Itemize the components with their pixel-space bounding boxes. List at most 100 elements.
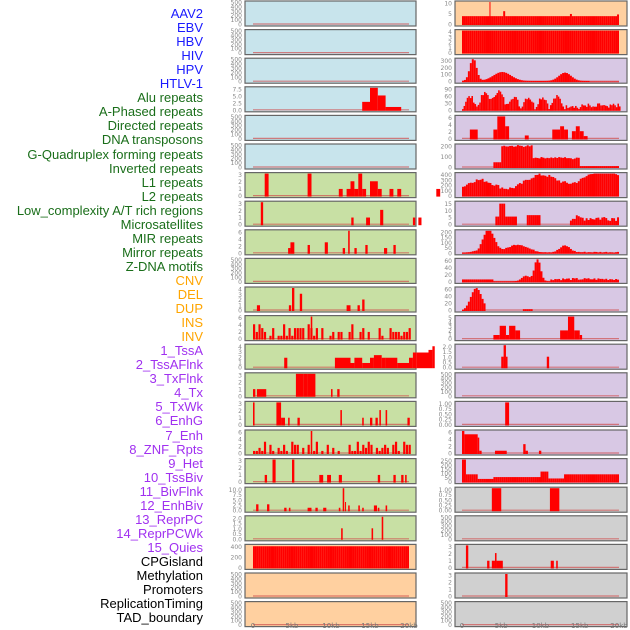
bar: [571, 182, 574, 197]
bar: [609, 16, 612, 25]
bar: [370, 444, 373, 454]
y-tick-label: 400: [441, 172, 453, 179]
bar: [292, 288, 295, 311]
bar: [362, 362, 370, 369]
bar: [475, 474, 478, 483]
bar: [464, 434, 478, 454]
bar: [491, 97, 494, 111]
y-tick-label: 200: [231, 70, 243, 77]
bar: [285, 335, 288, 340]
bar: [256, 504, 259, 512]
bar: [502, 97, 505, 111]
y-tick-label: 100: [441, 389, 453, 396]
y-tick-label: 0: [238, 336, 242, 343]
bar: [436, 188, 441, 197]
bar: [511, 281, 514, 283]
y-tick-label: 500: [231, 572, 243, 579]
y-tick-label: 0: [448, 22, 452, 29]
bar: [538, 251, 541, 254]
bar: [475, 250, 478, 254]
bar: [491, 233, 494, 254]
bar: [477, 478, 480, 483]
y-tick-label: 10.0: [229, 487, 243, 494]
bar: [418, 217, 422, 226]
bar: [530, 249, 533, 254]
bar: [601, 166, 604, 168]
y-tick-label: 4: [448, 319, 452, 326]
y-tick-label: 3: [448, 34, 452, 41]
y-tick-label: 1.5: [442, 349, 452, 356]
bar: [571, 218, 574, 226]
bar: [509, 101, 511, 111]
bar: [280, 450, 283, 454]
bar: [532, 16, 535, 25]
bar: [326, 444, 329, 454]
bar: [585, 16, 588, 25]
bar: [544, 471, 547, 483]
bar: [552, 79, 555, 83]
bar: [256, 389, 267, 397]
bar: [480, 95, 483, 111]
bar: [348, 505, 350, 512]
bar: [520, 80, 523, 83]
bar: [475, 179, 478, 197]
bar: [467, 16, 470, 25]
y-tick-label: 0: [238, 622, 242, 629]
y-tick-label: 2: [238, 243, 242, 250]
bar: [529, 99, 532, 111]
bar: [256, 305, 261, 311]
y-tick-label: 3: [448, 544, 452, 551]
bar: [557, 96, 560, 111]
bar: [593, 219, 596, 226]
bar: [505, 247, 508, 254]
bar: [485, 478, 488, 483]
bar: [562, 16, 565, 25]
bar: [587, 252, 590, 254]
bar: [607, 166, 610, 168]
bar: [562, 157, 565, 168]
bar: [585, 252, 588, 254]
bar: [473, 288, 476, 311]
y-tick-label: 0.0: [442, 365, 452, 372]
bar: [491, 30, 494, 54]
bar: [538, 173, 541, 197]
bar: [495, 242, 498, 254]
x-tick-label: 15kb: [361, 622, 379, 630]
bar: [512, 98, 514, 111]
bar: [601, 105, 604, 111]
y-tick-label: 500: [231, 600, 243, 607]
bar: [564, 30, 567, 54]
bar: [605, 218, 608, 226]
panel-left: [244, 200, 417, 227]
x-tick-label: 0: [251, 622, 255, 630]
y-tick-label: 100: [231, 46, 243, 53]
bar: [526, 99, 528, 111]
bar: [511, 216, 514, 226]
bar: [587, 16, 590, 25]
bar: [612, 103, 615, 111]
bar: [575, 215, 578, 226]
bar: [562, 478, 565, 483]
y-tick-label: 6: [238, 430, 242, 437]
bar: [467, 183, 470, 197]
bar: [605, 474, 608, 483]
bar: [589, 279, 592, 283]
y-tick-label: 1: [238, 472, 242, 479]
bar: [560, 157, 563, 168]
bar: [540, 175, 543, 197]
bar: [362, 444, 365, 454]
bar: [536, 215, 539, 226]
bar: [564, 129, 568, 140]
bar: [507, 189, 510, 197]
bar: [567, 474, 570, 483]
track-label: Promoters: [143, 582, 203, 598]
bar: [579, 131, 584, 140]
bar: [524, 309, 527, 311]
y-tick-label: 200: [231, 127, 243, 134]
y-tick-label: 2.5: [232, 502, 242, 509]
track-label: Directed repeats: [107, 118, 203, 134]
bar: [494, 450, 507, 454]
track-label: HTLV-1: [159, 76, 203, 92]
bar: [534, 175, 537, 197]
bar: [463, 105, 466, 111]
